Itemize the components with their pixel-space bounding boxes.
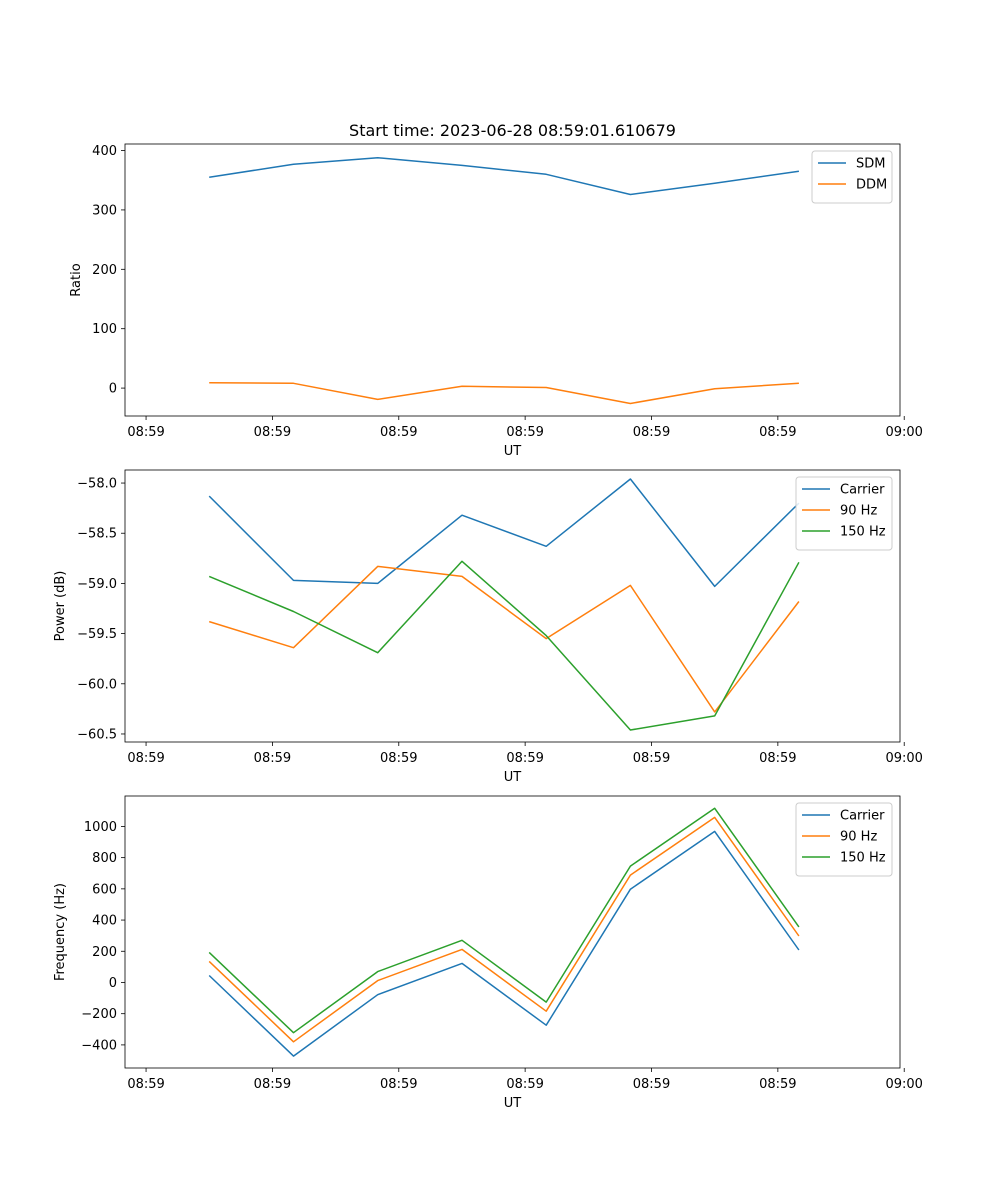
ratio-x-tick-label: 08:59 — [506, 425, 543, 440]
power-y-tick-label: −60.0 — [77, 677, 117, 692]
frequency-x-tick-label: 08:59 — [380, 1077, 417, 1092]
frequency-y-tick-label: 0 — [109, 976, 117, 991]
frequency-legend-label: 150 Hz — [840, 851, 886, 866]
ratio-axes-frame — [124, 143, 901, 417]
ratio-x-tick-label: 08:59 — [254, 425, 291, 440]
power-y-tick-label: −59.5 — [77, 627, 117, 642]
power-y-axis-label: Power (dB) — [53, 571, 68, 642]
frequency-y-tick-label: 400 — [92, 914, 117, 929]
ratio-series-line-ddm — [209, 381, 799, 405]
power-series-line-150-hz — [208, 560, 800, 731]
ratio-y-tick-label: 0 — [109, 382, 117, 397]
ratio-legend-label: SDM — [856, 157, 885, 172]
frequency-x-tick-label: 08:59 — [506, 1077, 543, 1092]
ratio-x-tick-label: 08:59 — [759, 425, 796, 440]
power-x-tick-label: 08:59 — [633, 751, 670, 766]
frequency-x-tick-label: 08:59 — [759, 1077, 796, 1092]
ratio-panel: 08:59 08:59 08:59 08:59 08:59 08:59 09:00 0 100 2… — [69, 143, 923, 459]
ratio-legend: SDM DDM — [811, 150, 893, 204]
ratio-y-tick-label: 100 — [92, 322, 117, 337]
figure-title: Start time: 2023-06-28 08:59:01.610679 — [349, 121, 676, 140]
power-x-axis-label: UT — [504, 770, 522, 785]
frequency-series-line-carrier — [208, 830, 800, 1057]
frequency-axes-frame — [124, 795, 901, 1069]
ratio-x-tick-label: 08:59 — [380, 425, 417, 440]
frequency-y-tick-label: 200 — [92, 945, 117, 960]
power-legend: Carrier 90 Hz 150 Hz — [795, 476, 893, 551]
power-y-tick-label: −59.0 — [77, 577, 117, 592]
power-y-tick-label: −58.0 — [77, 477, 117, 492]
frequency-y-tick-label: −200 — [81, 1007, 117, 1022]
frequency-y-tick-label: 600 — [92, 882, 117, 897]
frequency-x-tick-label: 08:59 — [633, 1077, 670, 1092]
power-x-tick-label: 08:59 — [759, 751, 796, 766]
frequency-panel: 08:59 08:59 08:59 08:59 08:59 08:59 09:00 −400 −… — [53, 795, 923, 1111]
ratio-series-line-sdm — [209, 156, 800, 196]
power-x-tick-label: 08:59 — [127, 751, 164, 766]
power-panel: 08:59 08:59 08:59 08:59 08:59 08:59 09:00 −60.5… — [53, 469, 923, 785]
power-series-line-90-hz — [208, 565, 800, 713]
power-y-tick-label: −58.5 — [77, 527, 117, 542]
power-x-tick-label: 08:59 — [506, 751, 543, 766]
frequency-y-tick-label: −400 — [81, 1038, 117, 1053]
ratio-x-axis-label: UT — [504, 444, 522, 459]
frequency-x-tick-label: 09:00 — [885, 1077, 922, 1092]
frequency-legend-label: 90 Hz — [840, 830, 877, 845]
ratio-x-tick-label: 09:00 — [885, 425, 922, 440]
frequency-x-tick-label: 08:59 — [127, 1077, 164, 1092]
frequency-y-axis-label: Frequency (Hz) — [53, 883, 68, 981]
frequency-y-tick-label: 800 — [92, 851, 117, 866]
power-plot-area — [208, 478, 800, 731]
frequency-plot-area — [208, 807, 800, 1057]
ratio-legend-label: DDM — [856, 178, 887, 193]
ratio-y-tick-label: 400 — [92, 144, 117, 159]
power-axes-frame — [124, 469, 901, 743]
frequency-x-axis-label: UT — [504, 1096, 522, 1111]
power-x-tick-label: 08:59 — [380, 751, 417, 766]
ratio-y-tick-label: 200 — [92, 263, 117, 278]
frequency-legend-label: Carrier — [840, 809, 885, 824]
power-series-line-carrier — [208, 478, 800, 588]
ratio-y-tick-label: 300 — [92, 203, 117, 218]
power-x-tick-label: 09:00 — [885, 751, 922, 766]
ratio-legend-box — [811, 150, 893, 204]
power-x-tick-label: 08:59 — [254, 751, 291, 766]
frequency-x-tick-label: 08:59 — [254, 1077, 291, 1092]
ratio-plot-area — [209, 156, 800, 405]
ratio-x-tick-label: 08:59 — [127, 425, 164, 440]
power-y-tick-label: −60.5 — [77, 727, 117, 742]
power-legend-label: 90 Hz — [840, 504, 877, 519]
frequency-series-line-90-hz — [208, 816, 800, 1043]
power-legend-label: 150 Hz — [840, 525, 886, 540]
ratio-x-tick-label: 08:59 — [633, 425, 670, 440]
frequency-legend: Carrier 90 Hz 150 Hz — [795, 802, 893, 877]
power-legend-label: Carrier — [840, 483, 885, 498]
panels: 08:59 08:59 08:59 08:59 08:59 08:59 09:00 0 100 2… — [53, 143, 923, 1111]
frequency-series-line-150-hz — [208, 807, 800, 1034]
frequency-y-tick-label: 1000 — [84, 820, 117, 835]
ratio-y-axis-label: Ratio — [69, 263, 84, 296]
